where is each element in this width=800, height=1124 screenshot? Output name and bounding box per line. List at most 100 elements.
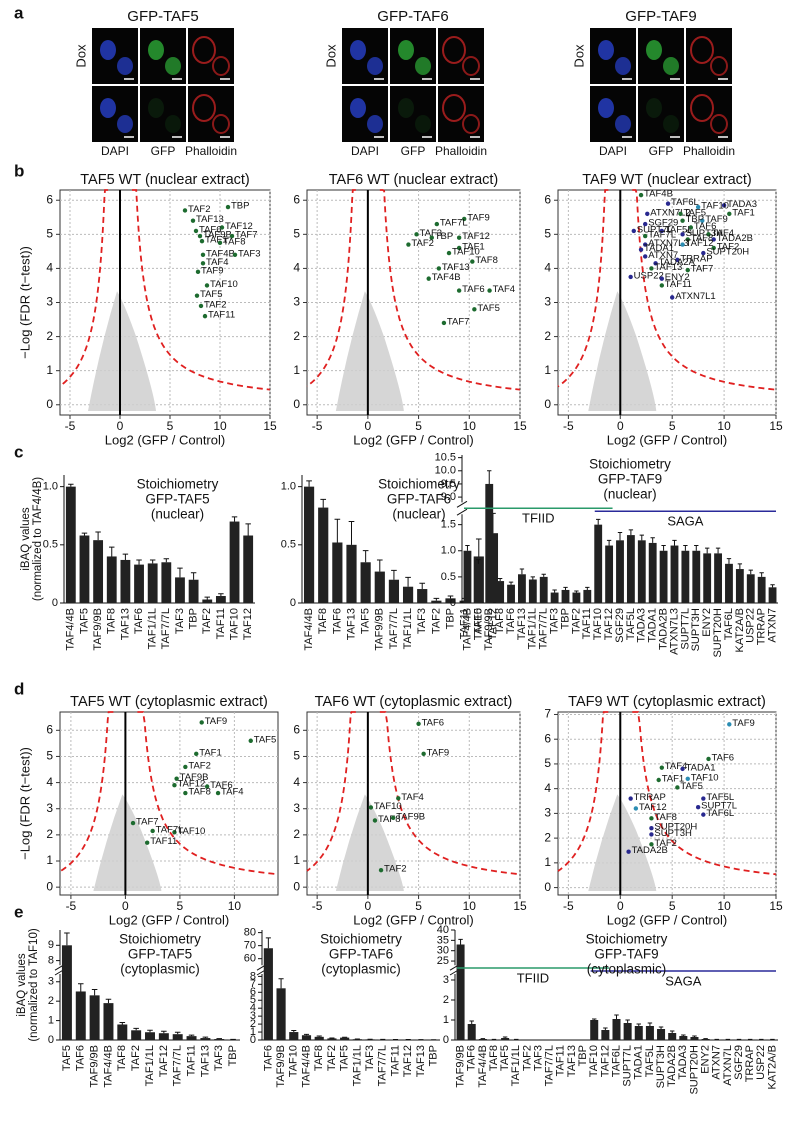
bar (318, 507, 329, 603)
error-bar (694, 545, 699, 551)
x-tick-label: SGF29 (614, 608, 626, 643)
point (204, 283, 210, 288)
y-tick-label: 10.5 (435, 452, 456, 464)
point (204, 784, 210, 789)
x-tick-label: SUPT20H (688, 1045, 700, 1095)
point (215, 790, 221, 796)
point-label: TAF9 (705, 214, 728, 225)
point-label: TAF2 (204, 299, 227, 310)
point (194, 293, 200, 298)
x-tick-label: TAF12 (603, 608, 615, 640)
point (202, 313, 208, 319)
panel-letter: d (14, 679, 24, 698)
x-tick-label: TAF4/4B (102, 1045, 114, 1088)
error-bar (458, 938, 463, 945)
x-tick-label: -5 (312, 899, 323, 913)
image-title: GFP-TAF5 (127, 8, 198, 25)
error-bar (119, 1022, 126, 1025)
column-label: GFP (649, 144, 674, 158)
micrograph (590, 86, 636, 142)
bar (402, 586, 414, 603)
x-tick-label: TAF1/1L (402, 608, 414, 649)
point-label: ENY2 (665, 272, 690, 283)
point (470, 259, 475, 264)
bar (474, 563, 483, 603)
x-tick-label: TADA1 (633, 1045, 645, 1080)
error-bar (105, 998, 112, 1004)
error-bar (64, 932, 70, 946)
point (688, 225, 694, 230)
point-label: TAF4 (206, 257, 229, 268)
group-label: TFIID (517, 970, 550, 985)
point-label: ATXN7 (648, 250, 678, 261)
y-tick-label: 0 (293, 397, 300, 411)
column-label: Phalloidin (435, 144, 487, 158)
point-label: TAF7 (691, 264, 714, 275)
x-tick-label: TAF13 (415, 1045, 427, 1077)
error-bar (278, 978, 284, 989)
point-label: TAF4B (206, 248, 235, 259)
chart-title: GFP-TAF9 (594, 947, 658, 962)
chart-title: Stoichiometry (586, 932, 668, 947)
nucleus (100, 98, 116, 118)
chart-title: (cytoplasmic) (321, 962, 401, 977)
x-tick-label: TAF4/4B (461, 608, 473, 651)
x-tick-label: TAF1/1L (144, 1045, 156, 1086)
bar (89, 995, 100, 1040)
nucleus (598, 40, 614, 60)
x-tick-label: TBP (188, 608, 200, 629)
bar (158, 1033, 169, 1040)
y-tick-label: 40 (437, 924, 449, 936)
bar (594, 524, 603, 603)
point (628, 796, 633, 801)
bar (147, 563, 158, 603)
x-tick-label: TRRAP (756, 608, 768, 645)
point-label: TBP (686, 214, 704, 225)
x-tick-label: TAF13 (345, 608, 357, 640)
nucleus (663, 115, 679, 133)
bar (332, 542, 343, 603)
y-tick-label: 25 (437, 955, 449, 967)
bar (550, 592, 559, 603)
point-label: TAF10 (210, 279, 238, 290)
x-tick-label: 5 (669, 419, 676, 433)
bar (590, 1020, 599, 1040)
nucleus (398, 40, 414, 60)
point-label: TAF12 (639, 802, 667, 813)
error-bar (650, 537, 655, 543)
error-bar (502, 1036, 508, 1038)
error-bar (91, 989, 98, 996)
point-label: TADA1 (686, 762, 716, 773)
y-tick-label: 2 (46, 329, 53, 343)
bar (303, 486, 315, 603)
point (197, 233, 203, 239)
point-label: TAF4 (493, 284, 516, 295)
background-cloud (335, 291, 404, 411)
y-tick-label: 3 (46, 295, 53, 309)
x-tick-label: TAF6 (466, 1045, 478, 1071)
point (727, 211, 732, 217)
x-tick-label: SUPT7L (679, 608, 691, 650)
point-label: TADA2B (717, 233, 753, 244)
y-tick-label: 3 (46, 801, 53, 815)
y-tick-label: 9.0 (441, 491, 456, 503)
x-tick-label: TAF10 (228, 608, 240, 640)
point-label: SUPT7L (637, 224, 673, 235)
point (649, 826, 654, 831)
point (678, 211, 683, 217)
bar (478, 1039, 487, 1040)
y-tick-label: 2 (46, 827, 53, 841)
y-axis-label: iBAQ values (20, 507, 32, 571)
point-label: TAF6 (422, 717, 445, 728)
point (372, 818, 378, 823)
point (174, 776, 179, 781)
point-label: TAF6 (210, 780, 233, 791)
y-tick-label: 80 (244, 927, 256, 939)
y-tick-label: 1.0 (441, 545, 456, 557)
error-bar (122, 553, 129, 560)
chart-title: TAF6 WT (cytoplasmic extract) (315, 694, 513, 710)
x-tick-label: TAF8 (106, 608, 118, 634)
panel-letter: c (14, 442, 23, 461)
point (396, 796, 401, 801)
y-tick-label: 35 (437, 934, 449, 946)
